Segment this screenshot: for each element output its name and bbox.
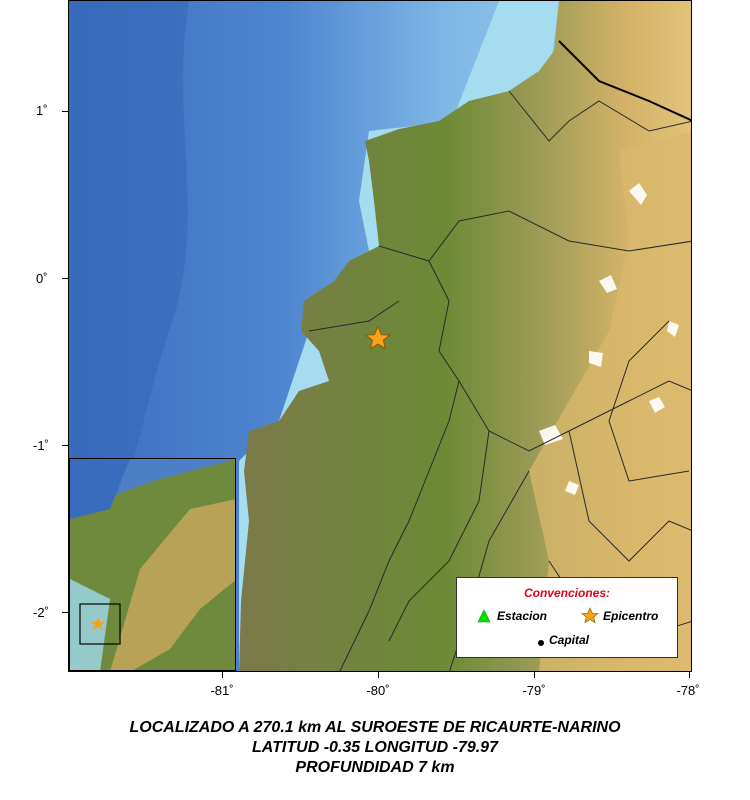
inset-overview-map: [69, 458, 236, 671]
y-tick-minus1: -1˚: [33, 438, 49, 453]
station-triangle-icon: [477, 609, 491, 623]
epicenter-marker: [364, 325, 392, 350]
inset-relief: [70, 459, 235, 670]
tick-mark: [62, 445, 68, 446]
event-caption: LOCALIZADO A 270.1 km AL SUROESTE DE RIC…: [0, 718, 750, 778]
legend-epicenter: Epicentro: [581, 607, 658, 628]
tick-mark: [222, 672, 223, 678]
legend-station-label: Estacion: [497, 609, 548, 623]
national-border: [558, 40, 691, 122]
epicenter-star-icon: [581, 607, 599, 624]
caption-coordinates: LATITUD -0.35 LONGITUD -79.97: [252, 739, 498, 756]
caption-depth: PROFUNDIDAD 7 km: [295, 759, 455, 776]
y-tick-0: 0˚: [36, 271, 48, 286]
tick-mark: [534, 672, 535, 678]
tick-mark: [378, 672, 379, 678]
legend-epicenter-label: Epicentro: [603, 609, 659, 623]
tick-mark: [62, 278, 68, 279]
capital-dot-icon: [538, 640, 544, 646]
tick-mark: [62, 111, 68, 112]
andes-highland: [529, 131, 691, 671]
map-legend: Convenciones: Estacion Epicentro Capital: [456, 577, 678, 658]
x-tick-minus78: -78˚: [676, 683, 700, 698]
x-tick-minus80: -80˚: [366, 683, 390, 698]
inset-epicenter-marker: [91, 617, 105, 630]
x-tick-minus81: -81˚: [210, 683, 234, 698]
legend-station: Estacion: [477, 609, 547, 626]
caption-location: LOCALIZADO A 270.1 km AL SUROESTE DE RIC…: [129, 719, 621, 736]
y-tick-1: 1˚: [36, 103, 48, 118]
legend-title: Convenciones:: [523, 586, 610, 600]
inset-area-box: [79, 603, 121, 645]
tick-mark: [62, 612, 68, 613]
x-tick-minus79: -79˚: [522, 683, 546, 698]
legend-capital: Capital: [537, 633, 589, 650]
tick-mark: [689, 672, 690, 678]
ocean-trench: [69, 1, 189, 601]
legend-capital-label: Capital: [549, 633, 590, 647]
y-tick-minus2: -2˚: [33, 605, 49, 620]
